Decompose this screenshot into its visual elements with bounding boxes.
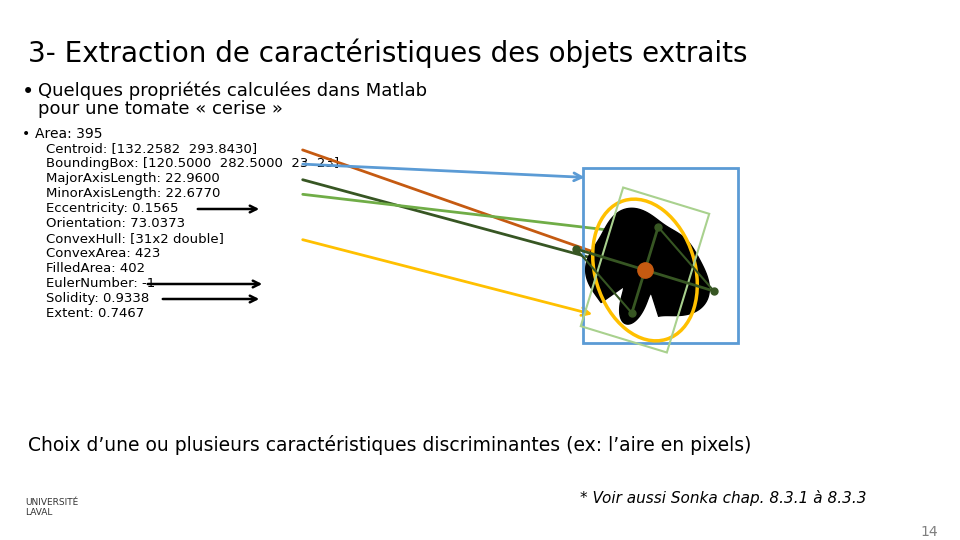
Text: •: • xyxy=(22,82,35,102)
Text: Choix d’une ou plusieurs caractéristiques discriminantes (ex: l’aire en pixels): Choix d’une ou plusieurs caractéristique… xyxy=(28,435,752,455)
Text: Extent: 0.7467: Extent: 0.7467 xyxy=(46,307,144,320)
Text: ConvexHull: [31x2 double]: ConvexHull: [31x2 double] xyxy=(46,232,224,245)
Text: Quelques propriétés calculées dans Matlab: Quelques propriétés calculées dans Matla… xyxy=(38,82,427,100)
Text: EulerNumber: -1: EulerNumber: -1 xyxy=(46,277,156,290)
Text: Centroid: [132.2582  293.8430]: Centroid: [132.2582 293.8430] xyxy=(46,142,257,155)
Text: Orientation: 73.0373: Orientation: 73.0373 xyxy=(46,217,185,230)
Text: •: • xyxy=(22,127,31,141)
Text: MajorAxisLength: 22.9600: MajorAxisLength: 22.9600 xyxy=(46,172,220,185)
Text: * Voir aussi Sonka chap. 8.3.1 à 8.3.3: * Voir aussi Sonka chap. 8.3.1 à 8.3.3 xyxy=(580,490,867,506)
Text: UNIVERSITÉ: UNIVERSITÉ xyxy=(25,498,79,507)
Text: FilledArea: 402: FilledArea: 402 xyxy=(46,262,145,275)
Text: Area: 395: Area: 395 xyxy=(35,127,103,141)
Text: pour une tomate « cerise »: pour une tomate « cerise » xyxy=(38,100,283,118)
Text: 14: 14 xyxy=(921,525,938,539)
Text: Solidity: 0.9338: Solidity: 0.9338 xyxy=(46,292,149,305)
Text: Eccentricity: 0.1565: Eccentricity: 0.1565 xyxy=(46,202,179,215)
Text: MinorAxisLength: 22.6770: MinorAxisLength: 22.6770 xyxy=(46,187,221,200)
Polygon shape xyxy=(586,208,709,324)
Text: 3- Extraction de caractéristiques des objets extraits: 3- Extraction de caractéristiques des ob… xyxy=(28,38,748,68)
Text: BoundingBox: [120.5000  282.5000  23  23]: BoundingBox: [120.5000 282.5000 23 23] xyxy=(46,157,339,170)
Text: LAVAL: LAVAL xyxy=(25,508,53,517)
Bar xyxy=(583,167,737,342)
Text: ConvexArea: 423: ConvexArea: 423 xyxy=(46,247,160,260)
